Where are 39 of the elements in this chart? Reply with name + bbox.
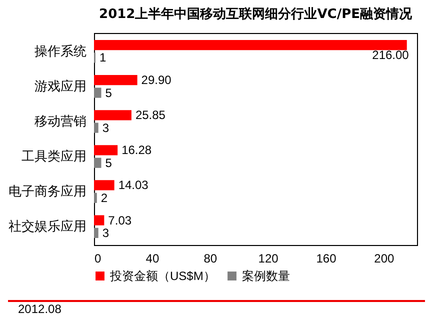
chart-title: 2012上半年中国移动互联网细分行业VC/PE融资情况 [99,7,413,22]
data-label: 1 [99,50,106,65]
data-label: 5 [105,86,112,100]
bar [94,192,97,203]
data-label: 3 [102,226,110,240]
data-label: 16.28 [122,143,152,158]
data-label: 14.03 [118,178,149,192]
text: 2012.08 [8,300,425,320]
x-tick-label: 0 [94,252,102,266]
y-tick-label: 移动营销 [34,113,86,128]
bar [94,75,138,86]
x-tick-label: 200 [374,252,395,266]
data-label: 216.00 [372,48,410,62]
bar [94,122,98,133]
data-label: 3 [102,120,110,135]
bar [94,228,98,238]
x-tick-label: 40 [146,252,160,266]
bar [94,40,407,50]
legend-label: 投资金额（US$M） [109,269,216,283]
y-tick-label: 工具类应用 [22,148,86,164]
y-tick-label: 游戏应用 [34,78,86,94]
data-label: 29.90 [141,73,172,88]
x-tick-label: 120 [258,252,279,266]
data-label: 7.03 [108,213,132,228]
y-tick-label: 操作系统 [34,43,86,58]
bar [94,180,114,190]
x-tick-label: 160 [316,252,337,266]
legend-label: 案例数量 [242,269,290,283]
bar [94,215,104,226]
bar [94,110,132,120]
bar [94,158,102,168]
x-tick-label: 80 [204,252,218,266]
data-label: 25.85 [135,108,166,122]
y-tick-label: 电子商务应用 [8,184,86,199]
bar [94,88,102,98]
data-label: 2 [100,190,108,205]
y-tick-label: 社交娱乐应用 [8,218,86,234]
bar [94,145,118,156]
data-label: 5 [105,156,112,170]
